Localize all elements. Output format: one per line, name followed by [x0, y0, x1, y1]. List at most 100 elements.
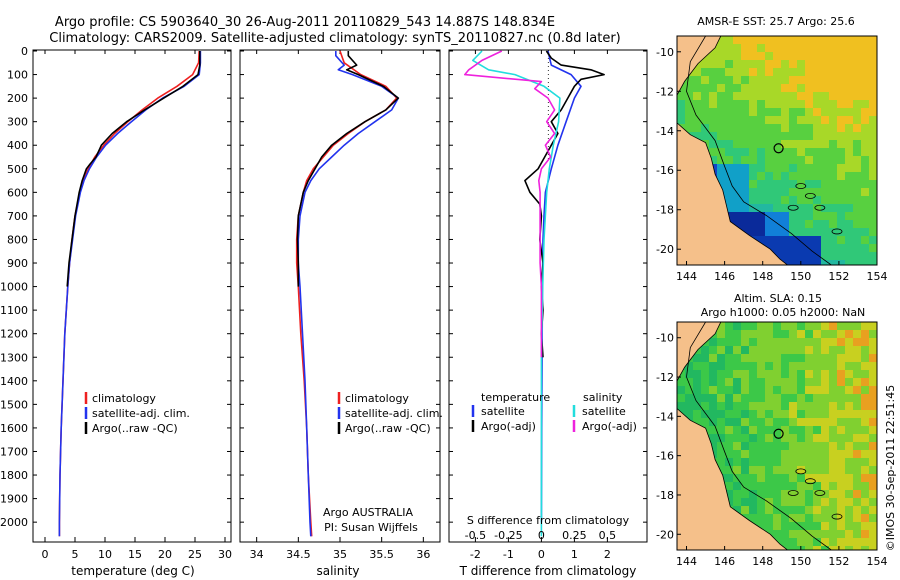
- map2-cell: [781, 498, 789, 506]
- map2-cell: [717, 450, 725, 458]
- map2-cell: [765, 522, 773, 530]
- map2-cell: [757, 370, 765, 378]
- map1-cell: [797, 36, 805, 44]
- map1-cell: [789, 36, 797, 44]
- map2-cell: [869, 394, 877, 402]
- map2-cell: [757, 466, 765, 474]
- map2-cell: [693, 362, 701, 370]
- map2-cell: [685, 370, 693, 378]
- map1-cell: [709, 92, 717, 100]
- map2-cell: [797, 410, 805, 418]
- map2-cell: [829, 498, 837, 506]
- map1-cell: [813, 236, 821, 244]
- map1-cell: [725, 44, 733, 52]
- map2-cell: [813, 474, 821, 482]
- map1-xtick-label: 150: [790, 270, 811, 283]
- map2-cell: [853, 450, 861, 458]
- map1-cell: [765, 68, 773, 76]
- map2-cell: [813, 466, 821, 474]
- map1-cell: [821, 236, 829, 244]
- map2-cell: [749, 450, 757, 458]
- map1-cell: [741, 60, 749, 68]
- map2-cell: [797, 362, 805, 370]
- map2-cell: [725, 354, 733, 362]
- map2-cell: [797, 538, 805, 546]
- map1-cell: [789, 228, 797, 236]
- map2-cell: [757, 362, 765, 370]
- map2-cell: [861, 394, 869, 402]
- map2-cell: [861, 418, 869, 426]
- map2-cell: [781, 426, 789, 434]
- map2-cell: [869, 466, 877, 474]
- sal-line-climatology: [295, 50, 398, 537]
- map2-cell: [845, 322, 853, 330]
- map2-cell: [813, 482, 821, 490]
- map1-cell: [869, 84, 877, 92]
- map2-cell: [789, 490, 797, 498]
- map1-cell: [749, 100, 757, 108]
- map1-cell: [725, 196, 733, 204]
- map1-cell: [853, 84, 861, 92]
- map2-cell: [853, 322, 861, 330]
- map1-cell: [861, 260, 869, 265]
- map1-cell: [765, 212, 773, 220]
- map1-cell: [773, 84, 781, 92]
- map2-cell: [781, 386, 789, 394]
- map2-cell: [717, 386, 725, 394]
- map2-cell: [837, 546, 845, 550]
- map1-cell: [829, 180, 837, 188]
- map2-cell: [829, 442, 837, 450]
- map1-cell: [805, 124, 813, 132]
- map1-cell: [829, 76, 837, 84]
- map2-cell: [837, 354, 845, 362]
- map2-cell: [741, 362, 749, 370]
- map1-cell: [845, 212, 853, 220]
- map2-cell: [829, 354, 837, 362]
- map1-cell: [789, 236, 797, 244]
- map1-cell: [813, 228, 821, 236]
- map1-cell: [749, 204, 757, 212]
- map2-cell: [789, 378, 797, 386]
- map1-cell: [717, 92, 725, 100]
- map2-cell: [837, 530, 845, 538]
- map1-cell: [821, 68, 829, 76]
- map1-cell: [709, 156, 717, 164]
- map2-cell: [813, 538, 821, 546]
- map2-cell: [869, 322, 877, 330]
- map1-cell: [733, 164, 741, 172]
- map2-cell: [757, 434, 765, 442]
- map1-cell: [845, 100, 853, 108]
- map2-ytick-label: -20: [656, 528, 674, 541]
- map2-cell: [765, 378, 773, 386]
- map1-cell: [741, 204, 749, 212]
- map1-cell: [821, 180, 829, 188]
- map1-cell: [685, 100, 693, 108]
- map1-cell: [781, 212, 789, 220]
- map2-cell: [845, 546, 853, 550]
- diff-line-s-satellite: [472, 50, 561, 537]
- map1-cell: [861, 228, 869, 236]
- map2-cell: [829, 458, 837, 466]
- map2-reef: [787, 490, 799, 496]
- map1-cell: [773, 100, 781, 108]
- map2-cell: [773, 330, 781, 338]
- map2-cell: [733, 402, 741, 410]
- map2-cell: [869, 458, 877, 466]
- map1-cell: [773, 36, 781, 44]
- map2-cell: [773, 354, 781, 362]
- diff-legend-s-satellite: satellite: [582, 405, 626, 418]
- map2-cell: [789, 386, 797, 394]
- sal-line-argo-raw-qc-: [296, 51, 400, 287]
- map1-cell: [805, 172, 813, 180]
- map2-cell: [765, 458, 773, 466]
- map1-cell: [757, 148, 765, 156]
- map1-cell: [757, 84, 765, 92]
- map1-cell: [773, 60, 781, 68]
- map1-cell: [765, 148, 773, 156]
- map1-cell: [813, 84, 821, 92]
- map2-cell: [861, 434, 869, 442]
- map2-cell: [829, 538, 837, 546]
- map1-cell: [805, 140, 813, 148]
- map1-cell: [829, 116, 837, 124]
- map2-cell: [765, 466, 773, 474]
